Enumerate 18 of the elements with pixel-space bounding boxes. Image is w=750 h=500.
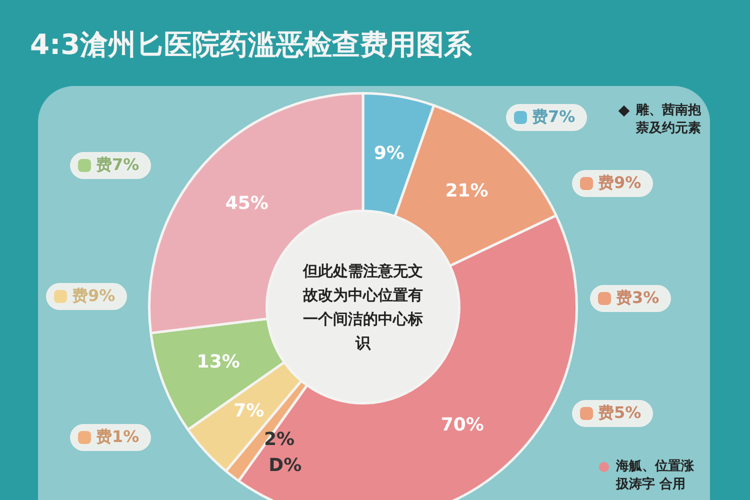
text: 费9% [598, 173, 642, 194]
text: 费1% [96, 427, 140, 448]
data-label: 7% [234, 400, 264, 422]
chart-title: 4:3滄州匕医院药滥恶检查费用图系 [30, 27, 472, 63]
text: 海觚、位置涨扱涛字 合用 [616, 458, 695, 494]
text: 费3% [616, 288, 660, 309]
text: 费7% [96, 155, 140, 176]
text: 费7% [532, 107, 576, 128]
text: D% [268, 454, 302, 476]
text: 费9% [72, 286, 116, 307]
text: 费5% [598, 403, 642, 424]
text: 雕、茜南抱萘及约元素 [636, 102, 702, 138]
data-label: 70% [440, 414, 484, 436]
data-label: 21% [445, 180, 488, 202]
data-label: 13% [196, 351, 240, 372]
data-label: 9% [374, 142, 404, 164]
text: 但此处需注意无文故改为中心位置有一个间洁的中心标识 [302, 261, 424, 354]
data-label: 45% [225, 192, 268, 214]
